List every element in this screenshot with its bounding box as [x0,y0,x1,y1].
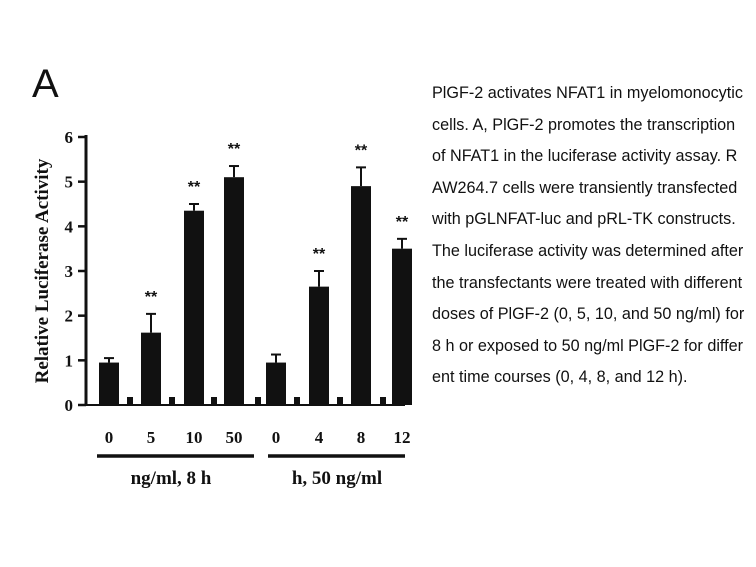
x-tick-label: 0 [272,428,281,447]
bar [99,362,119,405]
x-tick-label: 8 [357,428,366,447]
significance-marker: ** [188,179,201,196]
bar [309,286,329,405]
group-label: h, 50 ng/ml [292,468,382,489]
y-tick-label: 4 [65,217,74,236]
x-tick-label: 10 [186,428,203,447]
x-minor-tick [169,397,175,405]
group-label: ng/ml, 8 h [131,468,212,489]
x-tick-label: 4 [315,428,324,447]
x-tick-label: 50 [226,428,243,447]
x-tick-label: 5 [147,428,156,447]
y-tick-label: 0 [65,396,74,415]
y-tick-label: 5 [65,173,74,192]
significance-marker: ** [145,289,158,306]
x-tick-label: 12 [394,428,411,447]
x-minor-tick [380,397,386,405]
significance-marker: ** [396,214,409,231]
bar [184,210,204,405]
significance-marker: ** [228,141,241,158]
panel-label: A [32,62,59,106]
x-minor-tick [211,397,217,405]
bar [392,248,412,405]
x-minor-tick [127,397,133,405]
y-tick-label: 2 [65,307,74,326]
y-axis-label: Relative Luciferase Activity [32,158,53,383]
y-tick-label: 3 [65,262,74,281]
y-tick-label: 6 [65,128,74,147]
significance-marker: ** [355,142,368,159]
x-minor-tick [255,397,261,405]
bar [141,332,161,405]
bar [266,362,286,405]
x-minor-tick [337,397,343,405]
bar [351,186,371,405]
x-minor-tick [294,397,300,405]
chart-bars: ** ** ** ** ** ** [99,141,412,405]
bar [224,177,244,405]
y-tick-label: 1 [65,351,74,370]
figure-caption: PlGF-2 activates NFAT1 in myelomonocytic… [432,84,745,387]
significance-marker: ** [313,246,326,263]
x-tick-label: 0 [105,428,114,447]
